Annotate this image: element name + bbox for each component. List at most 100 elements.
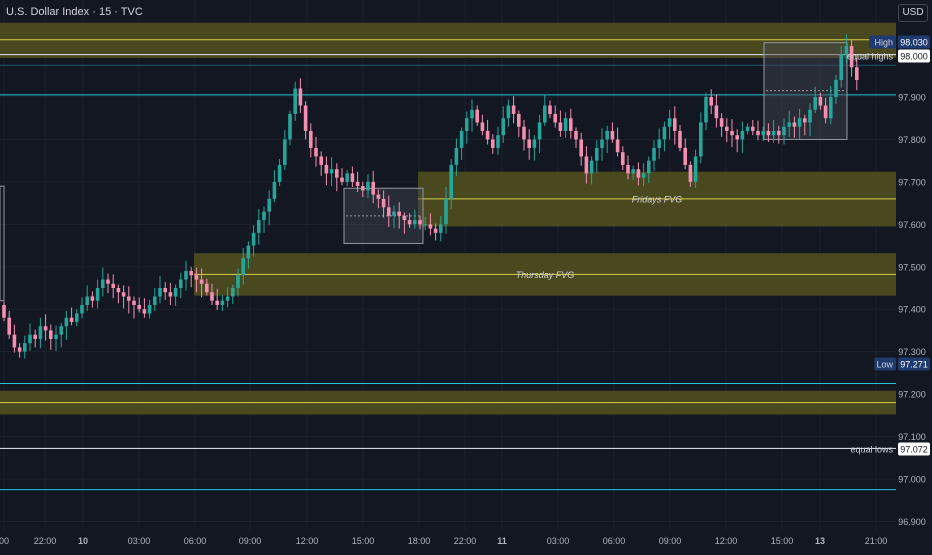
candle-body — [257, 220, 261, 233]
price-value-badge — [898, 35, 930, 49]
time-tick-label: 11 — [497, 536, 507, 546]
candle-body — [54, 334, 58, 339]
candle-body — [319, 156, 323, 165]
candle-body — [101, 279, 105, 288]
candle-body — [735, 135, 739, 140]
price-tick-label: 97.900 — [898, 93, 926, 103]
candle-body — [111, 283, 115, 288]
candle-body — [205, 283, 209, 293]
price-name-badge — [874, 357, 896, 371]
candle-body — [548, 105, 552, 114]
candle-body — [777, 130, 781, 136]
candle-body — [829, 97, 833, 119]
candle-body — [90, 296, 95, 301]
candle-body — [839, 54, 843, 81]
price-labels: 98.030 High 98.000 equal highs 97.271 Low 97.0… — [847, 35, 930, 456]
candle-body — [849, 46, 854, 68]
candle-body — [522, 126, 526, 140]
candle-body — [652, 147, 656, 161]
candle-body — [475, 109, 479, 123]
candle-body — [782, 126, 786, 136]
price-tick-label: 97.000 — [898, 475, 926, 485]
time-tick-label: 09:00 — [659, 536, 682, 546]
price-name-text: equal highs — [847, 52, 894, 62]
candle-body — [69, 317, 74, 322]
candle-body — [361, 186, 365, 191]
interval-label[interactable]: 15 — [98, 6, 112, 18]
time-tick-label: 09:00 — [239, 536, 262, 546]
price-value-text: 97.271 — [900, 360, 928, 370]
candle-body — [387, 207, 391, 216]
candle-body — [449, 164, 453, 199]
candle-body — [335, 169, 339, 178]
candle-body — [324, 164, 329, 174]
candle-body — [158, 288, 162, 297]
price-axis[interactable]: 98.000 97.900 97.800 97.700 97.600 97.500 97.4… — [896, 0, 932, 550]
candle-body — [792, 122, 797, 127]
candle-body — [397, 211, 401, 216]
candle-body — [38, 326, 43, 339]
candle-body — [605, 130, 609, 140]
candle-body — [402, 215, 407, 221]
time-tick-label: 21:00 — [865, 536, 888, 546]
candle-body — [543, 105, 547, 123]
candle-body — [459, 130, 464, 148]
price-name-text: High — [874, 38, 893, 48]
price-value-badge — [898, 357, 930, 371]
candle-body — [189, 271, 193, 276]
candle-body — [2, 304, 6, 318]
zone-labels: Fridays FVG Thursday FVG — [516, 194, 683, 280]
candle-body — [818, 97, 823, 106]
candle-body — [600, 139, 604, 148]
candle-body — [392, 211, 396, 216]
candle-body — [589, 160, 594, 174]
candle-body — [678, 130, 682, 148]
candle-body — [210, 292, 214, 301]
candle-body — [7, 317, 11, 335]
candle-body — [496, 135, 500, 148]
candle-body — [329, 169, 334, 174]
zone-label: Fridays FVG — [632, 194, 683, 204]
candle-body — [153, 296, 157, 305]
candle-body — [517, 113, 521, 127]
candle-body — [439, 224, 443, 233]
candle-body — [647, 160, 651, 174]
highlight-box — [763, 42, 848, 140]
candle-body — [615, 139, 620, 153]
highlight-box — [0, 185, 5, 302]
candle-body — [246, 245, 251, 259]
candle-body — [95, 288, 100, 301]
candle-body — [59, 326, 63, 335]
time-tick-label: 06:00 — [184, 536, 207, 546]
candle-body — [288, 113, 292, 140]
candle-body — [584, 156, 589, 174]
time-tick-label: 22:00 — [454, 536, 477, 546]
candle-body — [579, 139, 583, 157]
zone-label: Thursday FVG — [516, 270, 575, 280]
candle-body — [834, 80, 838, 97]
candle-body — [350, 173, 355, 182]
candle-body — [730, 130, 734, 136]
candle-body — [688, 164, 693, 182]
time-axis[interactable]: 00 22:00 10 03:00 06:00 09:00 12:00 15:00 18:00 2… — [0, 530, 932, 550]
candle-body — [485, 130, 490, 140]
candle-body — [855, 67, 859, 81]
candle-body — [657, 139, 661, 148]
candle-body — [309, 130, 313, 148]
time-axis-bg — [0, 530, 932, 550]
highlight-boxes — [0, 42, 848, 302]
price-value-text: 98.000 — [900, 52, 928, 62]
candle-body — [766, 130, 771, 136]
currency-button[interactable]: USD — [898, 4, 928, 22]
title-separator: · — [114, 6, 118, 18]
candle-body — [17, 347, 22, 352]
candle-body — [423, 224, 427, 226]
candle-body — [756, 130, 760, 136]
candle-body — [194, 275, 199, 280]
time-tick-label: 22:00 — [34, 536, 57, 546]
candle-body — [220, 300, 225, 305]
candle-body — [80, 304, 84, 314]
candle-body — [33, 334, 37, 339]
